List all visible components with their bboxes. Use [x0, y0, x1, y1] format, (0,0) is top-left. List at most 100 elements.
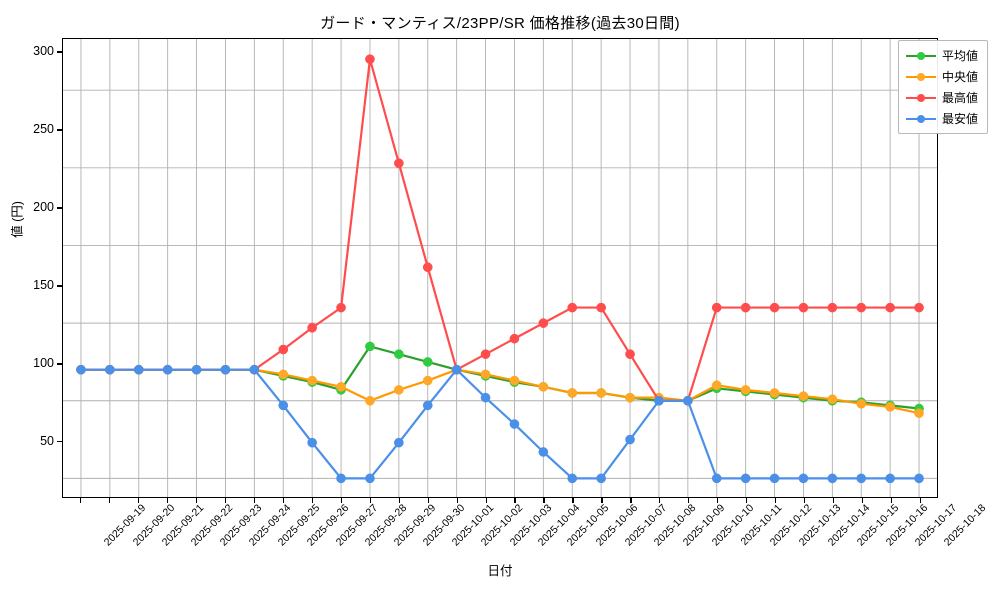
chart-title: ガード・マンティス/23PP/SR 価格推移(過去30日間) — [320, 15, 680, 32]
data-point — [307, 437, 317, 448]
data-point — [480, 349, 491, 359]
data-point — [365, 341, 375, 352]
y-tick-mark — [57, 207, 62, 209]
x-axis-label: 日付 — [487, 564, 513, 578]
x-tick-mark — [659, 498, 661, 503]
y-tick-mark — [57, 129, 62, 131]
data-point — [451, 364, 462, 375]
x-tick-mark — [398, 498, 400, 503]
data-point — [307, 375, 317, 386]
y-tick-label: 300 — [33, 44, 54, 59]
data-point — [625, 434, 635, 445]
data-point — [798, 473, 809, 484]
data-point — [885, 402, 895, 412]
x-tick-mark — [862, 498, 864, 503]
data-point — [278, 344, 289, 355]
data-point — [885, 302, 895, 313]
data-point — [220, 364, 231, 375]
data-point — [394, 349, 404, 359]
data-point — [480, 392, 491, 403]
legend-swatch-icon — [905, 50, 936, 62]
data-point — [567, 473, 578, 484]
data-point — [596, 473, 606, 484]
data-point — [307, 322, 317, 333]
data-point — [422, 357, 433, 367]
y-tick-label: 50 — [40, 434, 54, 449]
data-point — [422, 262, 433, 273]
data-point — [365, 54, 375, 65]
legend-label: 最高値 — [941, 91, 978, 105]
x-tick-mark — [717, 498, 719, 503]
x-tick-mark — [369, 498, 371, 503]
data-point — [422, 375, 433, 386]
data-point — [740, 385, 751, 395]
x-tick-mark — [340, 498, 342, 503]
legend-item-2[interactable]: 最高値 — [905, 89, 978, 106]
data-point — [711, 380, 722, 391]
y-tick-mark — [57, 51, 62, 53]
x-tick-mark — [485, 498, 487, 503]
data-point — [827, 394, 838, 405]
legend-item-1[interactable]: 中央値 — [905, 68, 978, 85]
x-tick-mark — [108, 498, 111, 503]
x-tick-mark — [80, 498, 82, 503]
data-point — [509, 333, 520, 344]
data-point — [827, 302, 838, 313]
x-tick-mark — [775, 498, 777, 503]
data-point — [740, 302, 751, 313]
x-tick-mark — [920, 498, 922, 503]
data-point — [769, 473, 780, 484]
data-point — [856, 473, 867, 484]
y-tick-mark — [57, 363, 62, 365]
data-point — [625, 349, 635, 359]
x-tick-mark — [514, 498, 516, 503]
data-point — [394, 158, 404, 169]
data-point — [394, 437, 404, 448]
data-point — [538, 447, 549, 457]
legend-label: 最安値 — [941, 112, 978, 126]
data-point — [769, 302, 780, 313]
x-axis-ticks: 2025-09-19 2025-09-20 2025-09-21 2025-09-22… — [62, 498, 988, 582]
data-point — [509, 375, 520, 386]
data-point — [798, 391, 809, 401]
data-point — [509, 419, 520, 429]
legend-item-0[interactable]: 平均値 — [905, 47, 978, 64]
data-point — [740, 473, 751, 484]
x-tick-mark — [891, 498, 893, 503]
x-tick-mark — [456, 498, 458, 503]
legend-item-3[interactable]: 最安値 — [905, 110, 978, 127]
y-axis-ticks: 50 100 150 200 250 300 — [0, 0, 62, 460]
x-tick-mark — [427, 498, 429, 503]
x-tick-mark — [630, 498, 632, 503]
data-point — [105, 364, 115, 375]
data-point — [596, 302, 606, 313]
data-point — [885, 473, 895, 484]
data-point — [538, 318, 549, 328]
x-tick-mark — [282, 498, 284, 503]
y-tick-label: 250 — [33, 122, 54, 137]
data-point — [76, 364, 86, 375]
data-point — [191, 364, 202, 375]
legend-label: 中央値 — [941, 70, 978, 84]
data-point — [625, 392, 635, 403]
data-point — [856, 302, 867, 313]
x-tick-mark — [572, 498, 574, 503]
chart-legend: 平均値中央値最高値最安値 — [897, 40, 988, 134]
series-line-2 — [79, 58, 921, 402]
data-point — [711, 473, 722, 484]
x-tick-mark — [253, 498, 255, 503]
x-tick-mark — [166, 498, 169, 503]
y-tick-label: 150 — [33, 278, 54, 293]
x-tick-mark — [137, 498, 140, 503]
data-point — [856, 399, 867, 409]
y-tick-mark — [57, 441, 62, 443]
data-point — [769, 388, 780, 398]
legend-swatch-icon — [905, 113, 936, 125]
data-point — [654, 395, 664, 406]
data-point — [365, 473, 375, 484]
legend-swatch-icon — [905, 92, 936, 104]
data-point — [914, 408, 924, 418]
data-point — [422, 400, 433, 411]
data-point — [278, 369, 289, 380]
